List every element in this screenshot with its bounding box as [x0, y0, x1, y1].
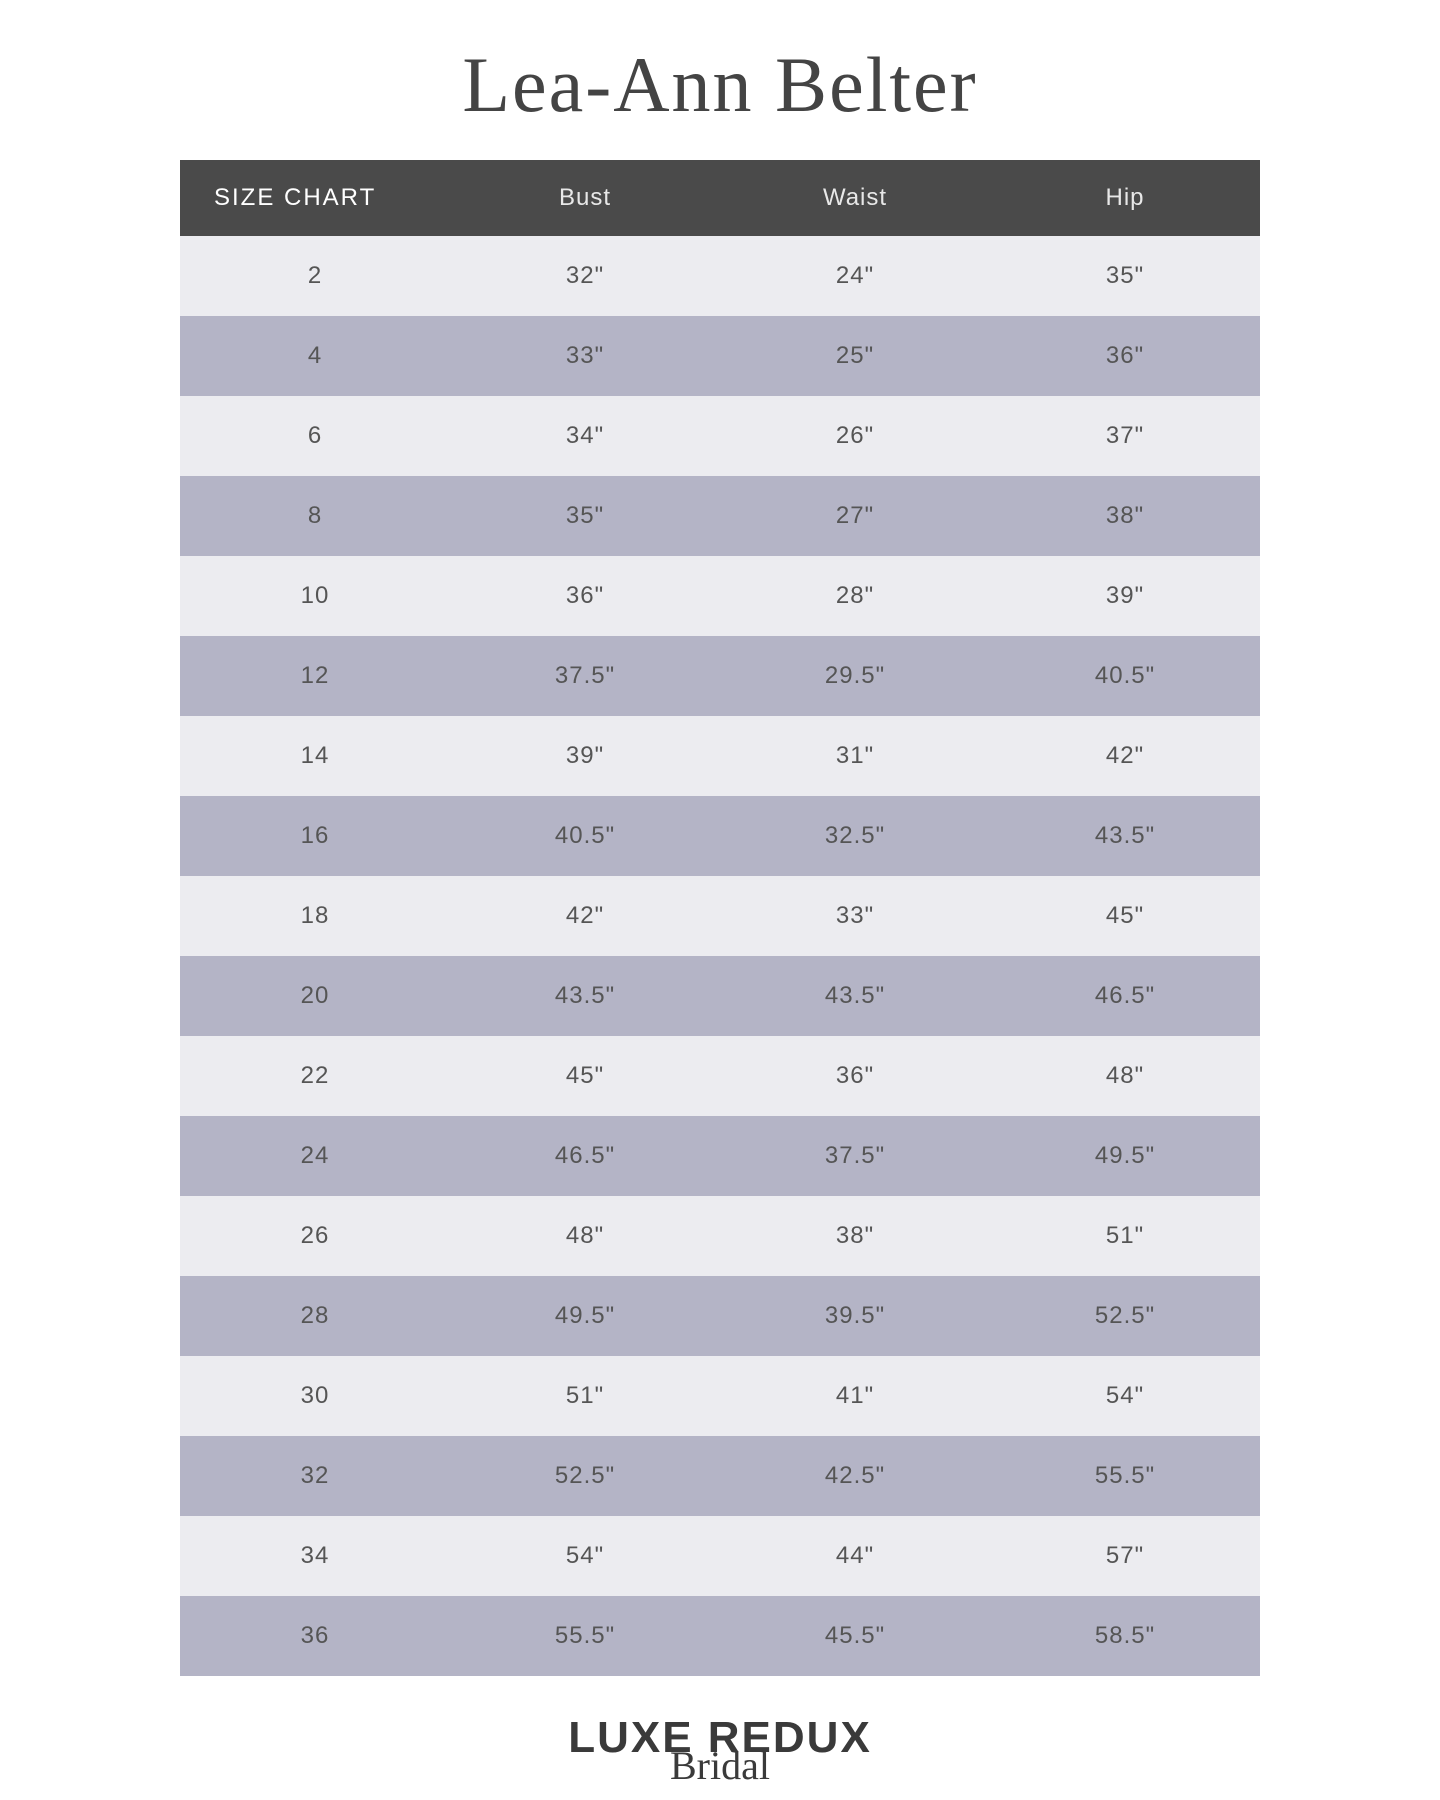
table-cell: 55.5" [450, 1596, 720, 1676]
footer-logo: LUXE REDUX Bridal [568, 1716, 872, 1786]
table-cell: 40.5" [450, 796, 720, 876]
table-row: 1439"31"42" [180, 716, 1260, 796]
table-cell: 25" [720, 316, 990, 396]
table-row: 433"25"36" [180, 316, 1260, 396]
table-cell: 24" [720, 236, 990, 316]
table-cell: 35" [450, 476, 720, 556]
table-row: 3051"41"54" [180, 1356, 1260, 1436]
table-cell: 41" [720, 1356, 990, 1436]
table-cell: 37.5" [450, 636, 720, 716]
table-row: 3655.5"45.5"58.5" [180, 1596, 1260, 1676]
table-cell: 14 [180, 716, 450, 796]
table-cell: 51" [990, 1196, 1260, 1276]
table-cell: 33" [450, 316, 720, 396]
table-cell: 4 [180, 316, 450, 396]
table-cell: 40.5" [990, 636, 1260, 716]
table-row: 2648"38"51" [180, 1196, 1260, 1276]
table-row: 835"27"38" [180, 476, 1260, 556]
table-cell: 24 [180, 1116, 450, 1196]
table-cell: 43.5" [450, 956, 720, 1036]
table-cell: 6 [180, 396, 450, 476]
table-cell: 8 [180, 476, 450, 556]
col-waist: Waist [720, 160, 990, 236]
table-cell: 26 [180, 1196, 450, 1276]
size-chart-table: SIZE CHART Bust Waist Hip 232"24"35"433"… [180, 160, 1260, 1676]
table-cell: 45" [990, 876, 1260, 956]
table-cell: 22 [180, 1036, 450, 1116]
table-cell: 58.5" [990, 1596, 1260, 1676]
col-size: SIZE CHART [180, 160, 450, 236]
table-cell: 49.5" [450, 1276, 720, 1356]
table-row: 1640.5"32.5"43.5" [180, 796, 1260, 876]
table-cell: 52.5" [450, 1436, 720, 1516]
table-cell: 55.5" [990, 1436, 1260, 1516]
table-cell: 54" [990, 1356, 1260, 1436]
table-header-row: SIZE CHART Bust Waist Hip [180, 160, 1260, 236]
table-cell: 45" [450, 1036, 720, 1116]
table-cell: 35" [990, 236, 1260, 316]
table-cell: 33" [720, 876, 990, 956]
table-cell: 31" [720, 716, 990, 796]
table-cell: 42.5" [720, 1436, 990, 1516]
table-cell: 46.5" [990, 956, 1260, 1036]
table-row: 1842"33"45" [180, 876, 1260, 956]
table-cell: 46.5" [450, 1116, 720, 1196]
table-cell: 38" [720, 1196, 990, 1276]
table-cell: 29.5" [720, 636, 990, 716]
table-cell: 16 [180, 796, 450, 876]
table-cell: 32" [450, 236, 720, 316]
table-cell: 27" [720, 476, 990, 556]
table-cell: 39.5" [720, 1276, 990, 1356]
table-row: 634"26"37" [180, 396, 1260, 476]
table-cell: 30 [180, 1356, 450, 1436]
table-cell: 36" [990, 316, 1260, 396]
table-row: 2446.5"37.5"49.5" [180, 1116, 1260, 1196]
table-row: 2043.5"43.5"46.5" [180, 956, 1260, 1036]
table-cell: 28 [180, 1276, 450, 1356]
table-cell: 28" [720, 556, 990, 636]
table-cell: 57" [990, 1516, 1260, 1596]
table-cell: 32 [180, 1436, 450, 1516]
table-cell: 37" [990, 396, 1260, 476]
table-row: 1036"28"39" [180, 556, 1260, 636]
table-cell: 44" [720, 1516, 990, 1596]
table-row: 3454"44"57" [180, 1516, 1260, 1596]
table-cell: 49.5" [990, 1116, 1260, 1196]
table-cell: 42" [450, 876, 720, 956]
table-cell: 52.5" [990, 1276, 1260, 1356]
page-title: Lea-Ann Belter [462, 40, 977, 130]
table-cell: 2 [180, 236, 450, 316]
table-cell: 43.5" [720, 956, 990, 1036]
table-cell: 36 [180, 1596, 450, 1676]
table-cell: 42" [990, 716, 1260, 796]
table-cell: 20 [180, 956, 450, 1036]
table-row: 2849.5"39.5"52.5" [180, 1276, 1260, 1356]
table-cell: 39" [990, 556, 1260, 636]
table-cell: 43.5" [990, 796, 1260, 876]
table-cell: 39" [450, 716, 720, 796]
table-cell: 38" [990, 476, 1260, 556]
table-row: 1237.5"29.5"40.5" [180, 636, 1260, 716]
table-cell: 48" [990, 1036, 1260, 1116]
table-cell: 34 [180, 1516, 450, 1596]
table-cell: 37.5" [720, 1116, 990, 1196]
table-cell: 34" [450, 396, 720, 476]
table-cell: 54" [450, 1516, 720, 1596]
table-cell: 32.5" [720, 796, 990, 876]
col-hip: Hip [990, 160, 1260, 236]
table-cell: 26" [720, 396, 990, 476]
table-cell: 18 [180, 876, 450, 956]
table-cell: 36" [720, 1036, 990, 1116]
table-row: 3252.5"42.5"55.5" [180, 1436, 1260, 1516]
table-cell: 12 [180, 636, 450, 716]
table-row: 232"24"35" [180, 236, 1260, 316]
table-cell: 45.5" [720, 1596, 990, 1676]
table-row: 2245"36"48" [180, 1036, 1260, 1116]
table-cell: 10 [180, 556, 450, 636]
table-cell: 48" [450, 1196, 720, 1276]
table-cell: 51" [450, 1356, 720, 1436]
table-cell: 36" [450, 556, 720, 636]
col-bust: Bust [450, 160, 720, 236]
